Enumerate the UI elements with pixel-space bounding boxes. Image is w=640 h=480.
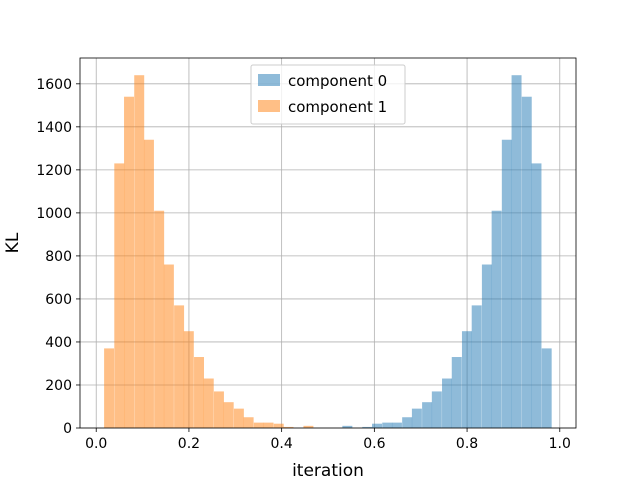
histogram-bar (223, 402, 234, 428)
histogram-bar (481, 264, 492, 428)
x-tick-label: 0.0 (85, 436, 107, 452)
histogram-bar (411, 408, 422, 428)
x-axis-ticks: 0.0 0.2 0.4 0.6 0.8 1.0 (85, 428, 571, 452)
histogram-bar (451, 357, 462, 428)
histogram-bar (233, 408, 244, 428)
histogram-bar (174, 305, 185, 428)
x-tick-label: 0.4 (271, 436, 293, 452)
histogram-bar (471, 305, 482, 428)
histogram-bar (213, 391, 224, 428)
histogram-bar (183, 331, 194, 428)
series-component-0 (342, 75, 552, 429)
histogram-bar (402, 417, 413, 428)
histogram-bar (362, 426, 373, 428)
histogram-bar (243, 417, 254, 428)
histogram-bar (342, 425, 353, 428)
histogram-bar (124, 96, 135, 428)
y-tick-label: 600 (45, 292, 72, 308)
y-tick-label: 0 (63, 421, 72, 437)
histogram-bar (391, 422, 402, 428)
histogram-bar (163, 264, 174, 428)
histogram-bar (501, 139, 512, 428)
histogram-bar (303, 425, 314, 428)
histogram-bar (263, 422, 274, 428)
legend-box (250, 64, 406, 125)
histogram-bars (104, 75, 552, 429)
y-tick-label: 1600 (36, 77, 72, 93)
histogram-bar (541, 348, 552, 428)
histogram-bar (143, 139, 154, 428)
histogram-bar (154, 210, 165, 428)
histogram-bar (511, 75, 522, 429)
x-tick-label: 0.8 (456, 436, 478, 452)
y-tick-label: 200 (45, 378, 72, 394)
histogram-bar (203, 378, 214, 428)
histogram-bar (431, 391, 442, 428)
x-tick-label: 1.0 (549, 436, 571, 452)
x-tick-label: 0.2 (178, 436, 200, 452)
histogram-bar (422, 402, 433, 428)
histogram-bar (461, 331, 472, 428)
legend-label-component-0: component 0 (288, 72, 387, 90)
histogram-bar (114, 163, 125, 428)
histogram-bar (104, 348, 115, 428)
series-component-1 (104, 75, 314, 429)
plot-frame (79, 57, 577, 429)
histogram-bar (442, 378, 452, 428)
y-tick-label: 400 (45, 335, 72, 351)
histogram-bar (194, 357, 204, 428)
y-tick-label: 1000 (36, 206, 72, 222)
legend-label-component-1: component 1 (288, 98, 387, 116)
histogram-bar (521, 96, 532, 428)
histogram-bar (491, 210, 502, 428)
legend-swatch-component-1 (258, 100, 280, 112)
histogram-bar (273, 423, 284, 428)
y-tick-label: 800 (45, 249, 72, 265)
x-tick-label: 0.6 (363, 436, 385, 452)
histogram-bar (134, 75, 145, 429)
y-tick-label: 1200 (36, 163, 72, 179)
legend-swatch-component-0 (258, 74, 280, 86)
legend: component 0 component 1 (250, 64, 406, 125)
x-axis-label: iteration (292, 461, 364, 480)
histogram-bar (372, 423, 383, 428)
y-tick-label: 1400 (36, 120, 72, 136)
histogram-bar (531, 163, 542, 428)
y-axis-ticks: 0 200 400 600 800 1000 1200 1400 1600 (36, 77, 80, 437)
histogram-bar (253, 422, 264, 428)
histogram-bar (283, 426, 294, 428)
histogram-bar (382, 422, 393, 428)
y-axis-label: KL (3, 232, 23, 253)
